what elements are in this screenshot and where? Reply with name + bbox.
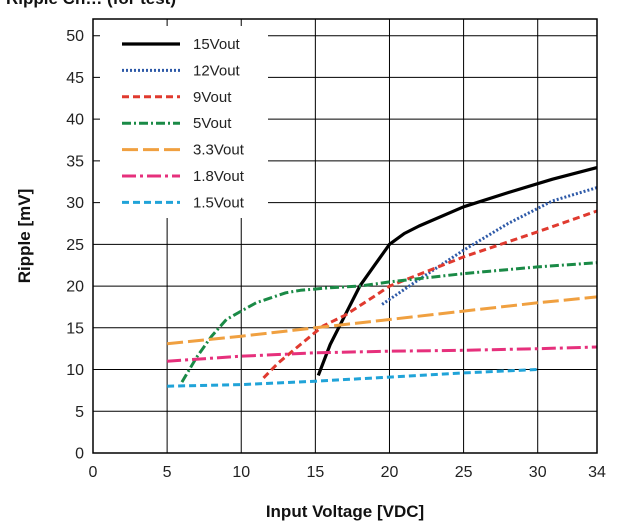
x-tick-label: 30	[529, 464, 547, 481]
series-line	[167, 368, 538, 388]
series-line	[262, 209, 598, 379]
series-lines	[166, 166, 598, 388]
tick-labels: 0 5 10 15 20 25 30 34 0 5 10 15 20 25 30 35 40 45 50	[66, 28, 606, 481]
x-tick-label: 34	[588, 464, 606, 481]
y-tick-label: 45	[66, 70, 84, 87]
x-tick-label: 0	[89, 464, 98, 481]
y-tick-label: 20	[66, 279, 84, 296]
legend-label: 3.3Vout	[193, 142, 245, 159]
legend-label: 9Vout	[193, 89, 232, 106]
y-tick-label: 15	[66, 320, 84, 337]
legend-label: 5Vout	[193, 115, 232, 132]
x-tick-label: 10	[232, 464, 250, 481]
y-axis-title: Ripple [mV]	[15, 189, 34, 283]
x-tick-label: 5	[163, 464, 172, 481]
series-line	[381, 186, 598, 306]
y-tick-label: 35	[66, 153, 84, 170]
legend: 15Vout 12Vout 9Vout 5Vout 3.3Vout 1.8Vout 1.5V…	[100, 26, 268, 218]
legend-label: 15Vout	[193, 36, 241, 53]
plot-frame	[92, 18, 598, 454]
x-tick-label: 20	[381, 464, 399, 481]
x-tick-label: 15	[306, 464, 324, 481]
y-tick-label: 25	[66, 237, 84, 254]
series-line	[180, 261, 598, 383]
series-line	[316, 166, 598, 376]
x-axis-title: Input Voltage [VDC]	[266, 502, 424, 521]
x-tick-label: 25	[455, 464, 473, 481]
legend-label: 1.8Vout	[193, 168, 245, 185]
legend-label: 1.5Vout	[193, 194, 245, 211]
series-line	[166, 345, 598, 363]
chart-title: Ripple Ch… (for test)	[6, 0, 176, 8]
legend-label: 12Vout	[193, 62, 241, 79]
series-line	[166, 295, 598, 346]
y-tick-label: 0	[75, 446, 84, 463]
y-tick-label: 10	[66, 362, 84, 379]
y-tick-label: 40	[66, 112, 84, 129]
y-tick-label: 50	[66, 28, 84, 45]
y-tick-label: 5	[75, 404, 84, 421]
y-tick-label: 30	[66, 195, 84, 212]
